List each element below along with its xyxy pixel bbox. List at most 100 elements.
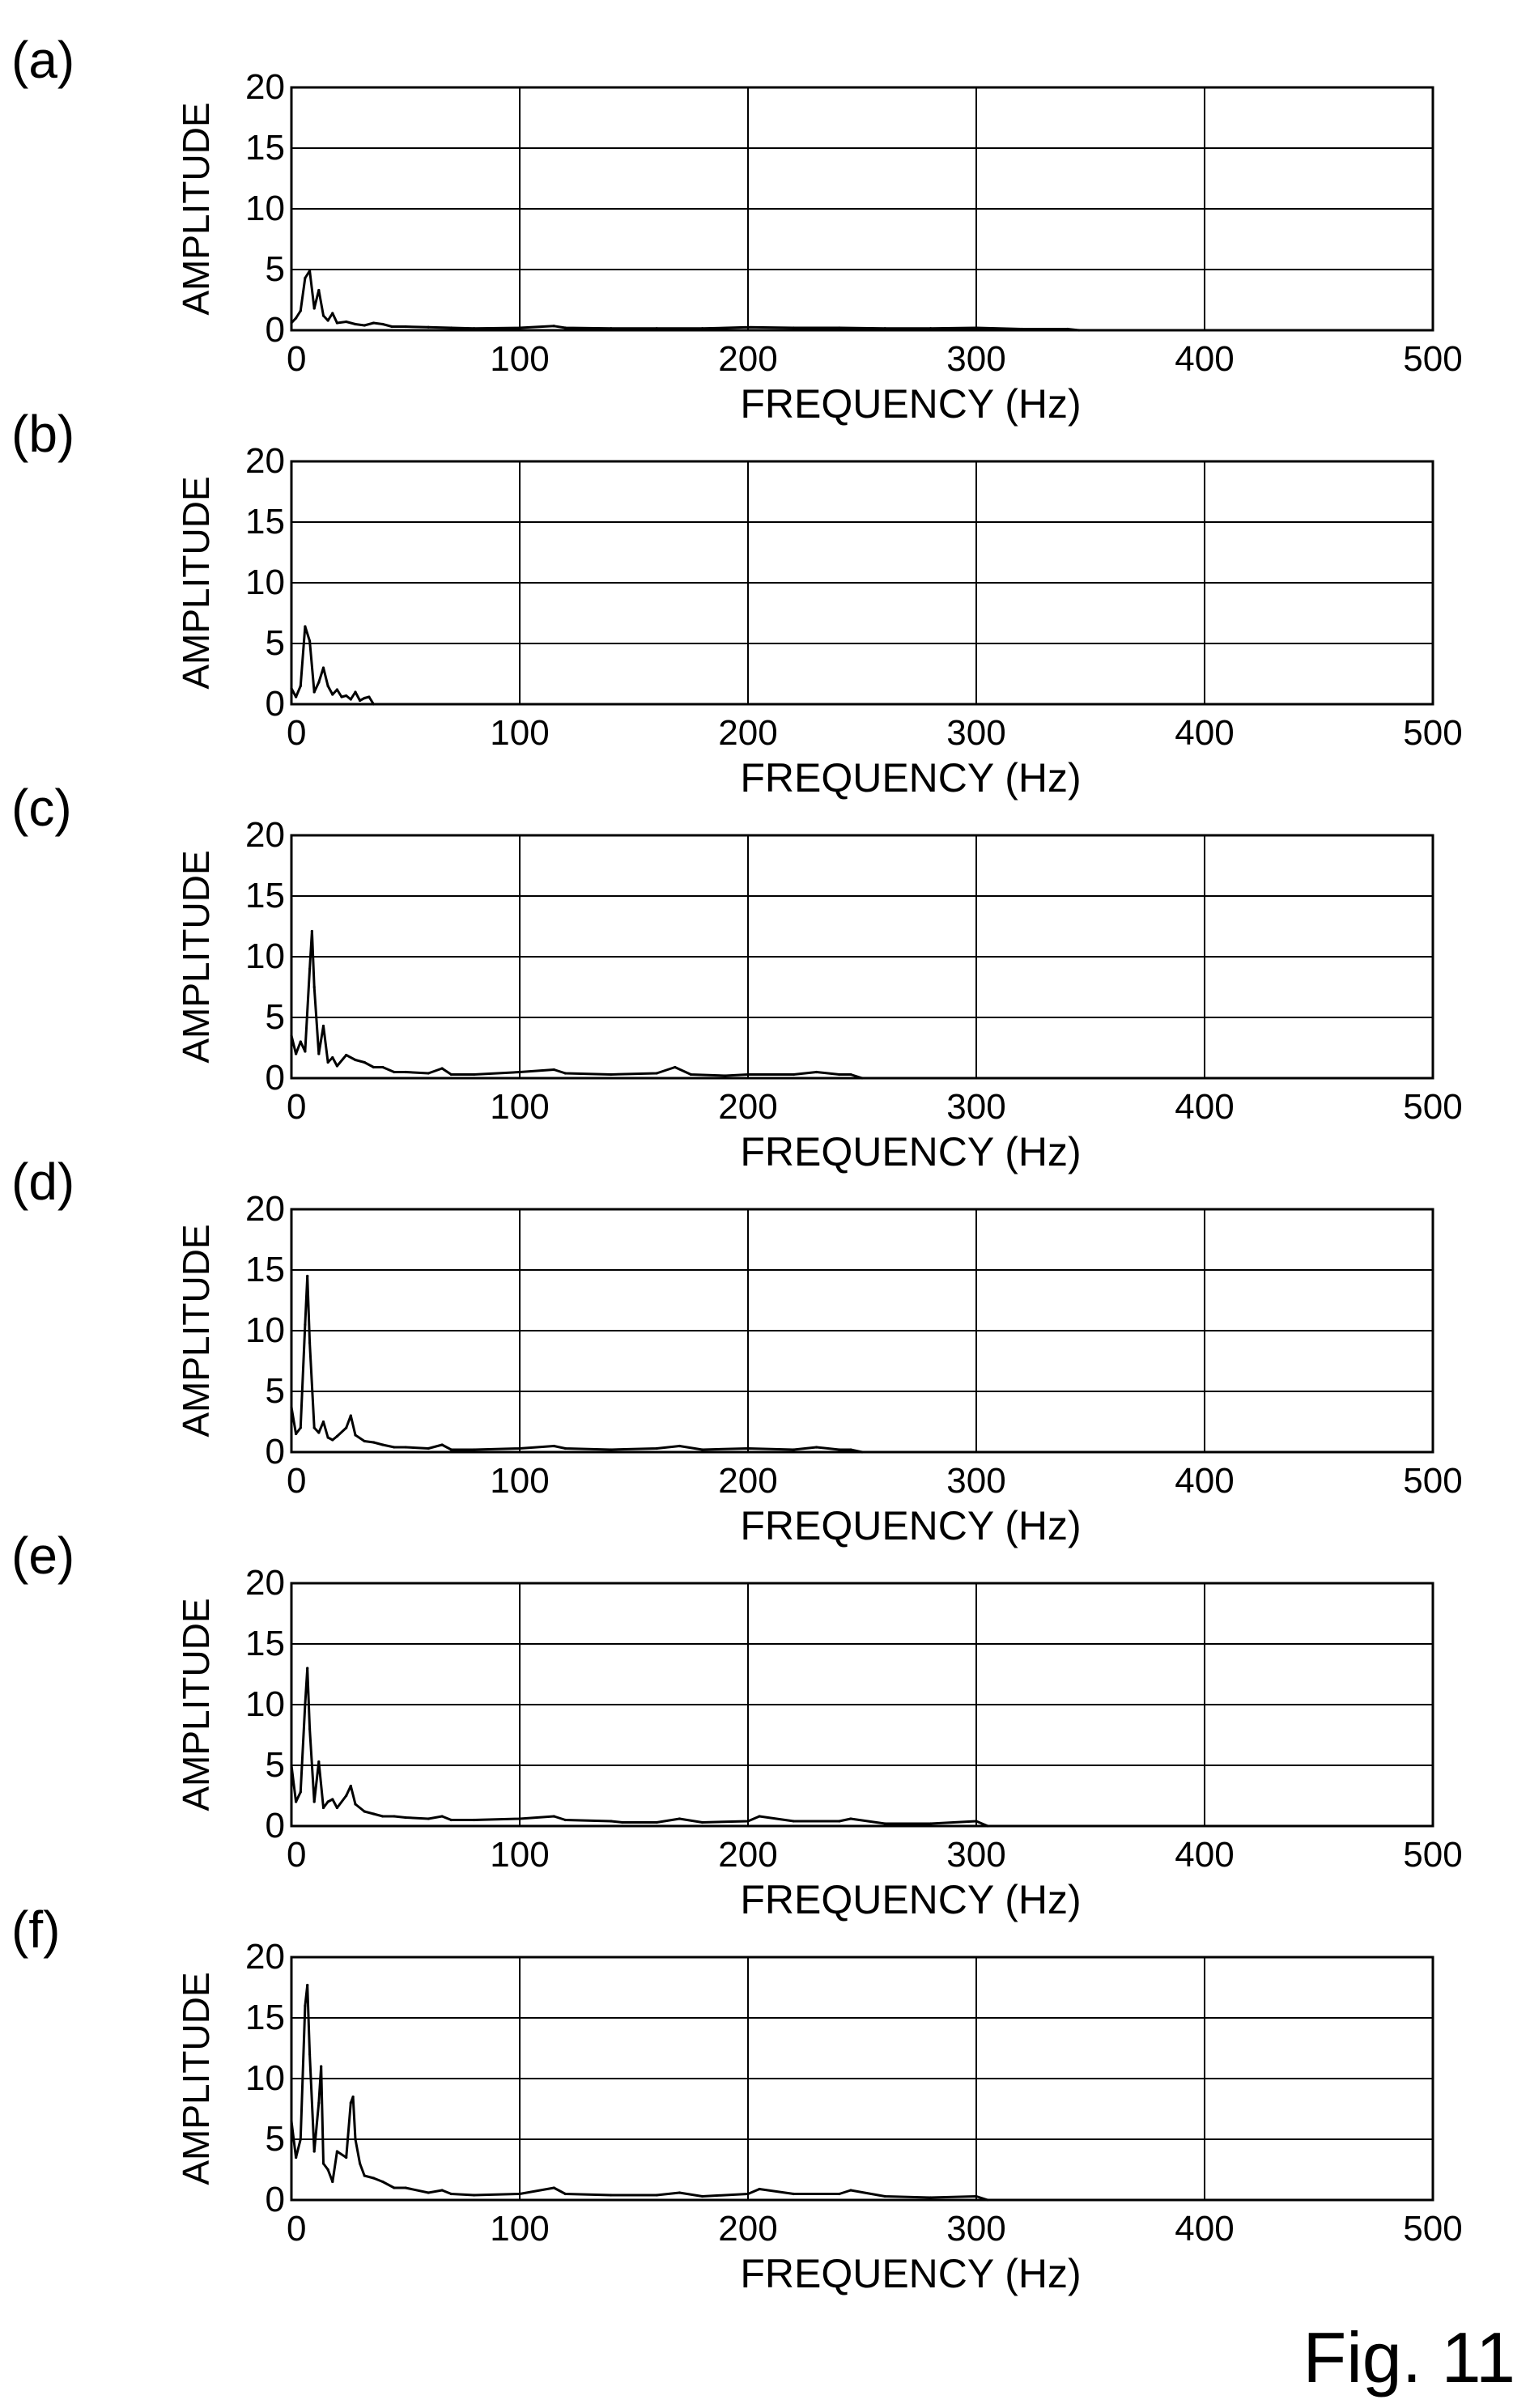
data-point	[746, 1820, 750, 1823]
y-tick-label: 15	[245, 128, 285, 168]
data-point	[815, 1070, 818, 1074]
x-tick-label: 200	[718, 1835, 777, 1875]
x-tick-label: 200	[718, 713, 777, 753]
x-tick-label: 0	[287, 1461, 306, 1501]
x-tick-label: 100	[490, 2209, 549, 2249]
panel-label: (d)	[11, 1153, 74, 1211]
data-point	[621, 1820, 624, 1824]
data-point	[308, 1341, 312, 1344]
x-tick-label: 500	[1403, 2209, 1462, 2249]
spectrum-trace	[290, 930, 863, 1080]
data-point	[372, 2177, 376, 2180]
data-point	[321, 1420, 325, 1424]
y-tick-label: 5	[266, 249, 285, 289]
data-point	[427, 1446, 430, 1450]
x-axis-label: FREQUENCY (Hz)	[740, 1129, 1081, 1174]
panel-label: (b)	[11, 405, 74, 463]
data-point	[304, 1323, 307, 1327]
spectrum-trace	[290, 1275, 863, 1454]
y-tick-label: 0	[266, 2180, 285, 2219]
data-point	[792, 1820, 796, 1823]
data-point	[349, 1784, 352, 1788]
data-point	[349, 2101, 352, 2104]
x-tick-label: 0	[287, 713, 306, 753]
x-tick-label: 300	[946, 1087, 1005, 1127]
data-point	[427, 1072, 430, 1075]
y-tick-label: 5	[266, 997, 285, 1037]
data-point	[372, 1065, 376, 1069]
data-point	[354, 1803, 357, 1806]
data-point	[393, 2186, 396, 2189]
data-point	[440, 1815, 444, 1818]
y-tick-label: 15	[245, 1250, 285, 1289]
y-tick-label: 20	[245, 1189, 285, 1229]
data-point	[758, 1815, 761, 1818]
data-point	[678, 2191, 682, 2194]
data-point	[354, 1433, 357, 1437]
data-point	[299, 309, 302, 312]
data-point	[317, 1052, 321, 1055]
data-point	[354, 2138, 357, 2141]
data-point	[299, 1790, 302, 1794]
x-tick-label: 0	[287, 1835, 306, 1875]
y-axis-label: AMPLITUDE	[175, 850, 217, 1063]
data-point	[340, 695, 343, 699]
data-point	[349, 1414, 352, 1417]
x-axis-label: FREQUENCY (Hz)	[740, 755, 1081, 801]
data-point	[321, 1806, 325, 1810]
data-point	[317, 681, 321, 684]
data-point	[838, 1072, 841, 1077]
data-point	[678, 1817, 682, 1820]
data-point	[304, 1050, 307, 1053]
data-point	[381, 1065, 385, 1069]
plot-frame	[290, 1956, 1434, 2202]
y-tick-label: 5	[266, 1371, 285, 1411]
y-tick-label: 20	[245, 1563, 285, 1603]
data-point	[404, 1816, 407, 1820]
data-point	[427, 1817, 430, 1820]
y-tick-label: 20	[245, 441, 285, 481]
data-point	[518, 326, 521, 329]
data-point	[306, 1983, 309, 1987]
data-point	[312, 690, 316, 694]
data-point	[354, 322, 357, 326]
x-tick-label: 300	[946, 2209, 1005, 2249]
x-axis-label: FREQUENCY (Hz)	[740, 1877, 1081, 1922]
data-point	[381, 1815, 385, 1818]
y-tick-label: 10	[245, 563, 285, 602]
x-tick-label: 300	[946, 713, 1005, 753]
data-point	[308, 639, 312, 643]
data-point	[815, 1446, 818, 1449]
data-point	[335, 2150, 338, 2153]
data-point	[306, 1667, 309, 1670]
data-point	[299, 684, 302, 688]
y-axis-label: AMPLITUDE	[175, 476, 217, 689]
x-tick-label: 100	[490, 1835, 549, 1875]
data-point	[518, 2192, 521, 2196]
data-point	[354, 690, 357, 694]
data-point	[746, 2192, 750, 2196]
data-point	[473, 2194, 476, 2197]
x-tick-label: 500	[1403, 713, 1462, 753]
y-axis-label: AMPLITUDE	[175, 1972, 217, 2185]
data-point	[335, 1064, 338, 1068]
data-point	[792, 2192, 796, 2196]
data-point	[792, 1448, 796, 1451]
x-tick-label: 100	[490, 1087, 549, 1127]
data-point	[331, 312, 334, 315]
data-point	[689, 1072, 693, 1077]
data-point	[363, 1439, 366, 1443]
data-point	[929, 2196, 933, 2199]
x-tick-label: 100	[490, 713, 549, 753]
data-point	[381, 1443, 385, 1446]
data-point	[563, 1818, 567, 1822]
x-tick-label: 400	[1175, 339, 1234, 379]
data-point	[304, 625, 307, 628]
data-point	[363, 324, 366, 327]
data-point	[440, 1443, 444, 1446]
data-point	[308, 269, 312, 273]
